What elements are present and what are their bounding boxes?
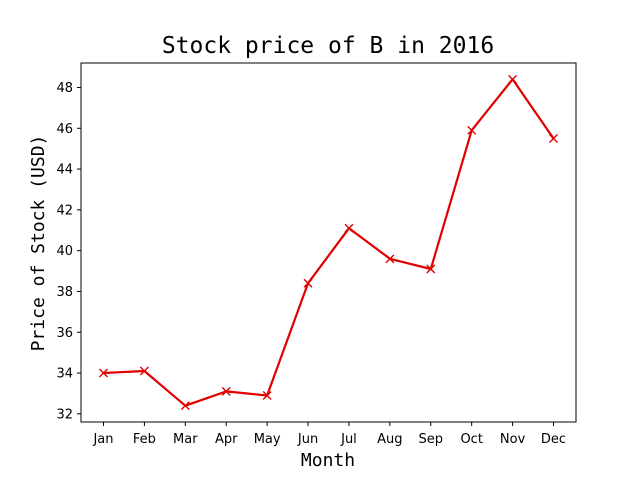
x-tick-label: Jul [340,432,357,447]
x-axis-label: Month [301,450,355,471]
data-point-marker [467,125,477,135]
x-tick-label: Dec [541,432,566,447]
data-point-marker [99,368,108,378]
data-point-marker [344,223,354,233]
y-tick-label: 48 [56,81,73,96]
y-tick-label: 46 [56,122,73,137]
x-tick-label: Jan [92,432,113,447]
y-axis-label: Price of Stock (USD) [28,135,49,352]
chart-title: Stock price of B in 2016 [162,33,494,59]
data-point-marker [385,254,395,264]
x-tick-label: Oct [460,432,482,447]
data-point-marker [180,401,190,411]
y-tick-label: 40 [56,244,73,259]
y-tick-label: 44 [56,163,73,178]
y-axis: 32 34 36 38 40 42 44 46 48 [56,81,81,422]
x-tick-label: Sep [419,432,444,447]
x-tick-label: Nov [500,432,526,447]
y-tick-label: 42 [56,203,73,218]
x-tick-label: Jun [297,432,318,447]
data-point-marker [508,74,518,84]
x-tick-label: Aug [377,432,402,447]
y-tick-label: 34 [56,367,73,382]
x-tick-label: Feb [133,432,156,447]
y-tick-label: 38 [56,285,73,300]
x-tick-label: Apr [215,432,238,447]
y-tick-label: 36 [56,326,73,341]
x-axis: Jan Feb Mar Apr May Jun Jul Aug Sep Oct Nov Dec [92,422,566,447]
plot-area-frame [80,62,577,423]
x-tick-label: Mar [173,432,198,447]
y-tick-label: 32 [56,407,73,422]
x-tick-label: May [254,432,281,447]
series-layer [99,74,558,411]
data-point-marker [303,278,313,288]
data-point-marker [139,366,149,376]
data-point-marker [549,133,558,143]
data-point-marker [426,264,436,274]
data-point-marker [221,386,231,396]
data-point-marker [262,390,272,400]
series-line [103,78,555,407]
